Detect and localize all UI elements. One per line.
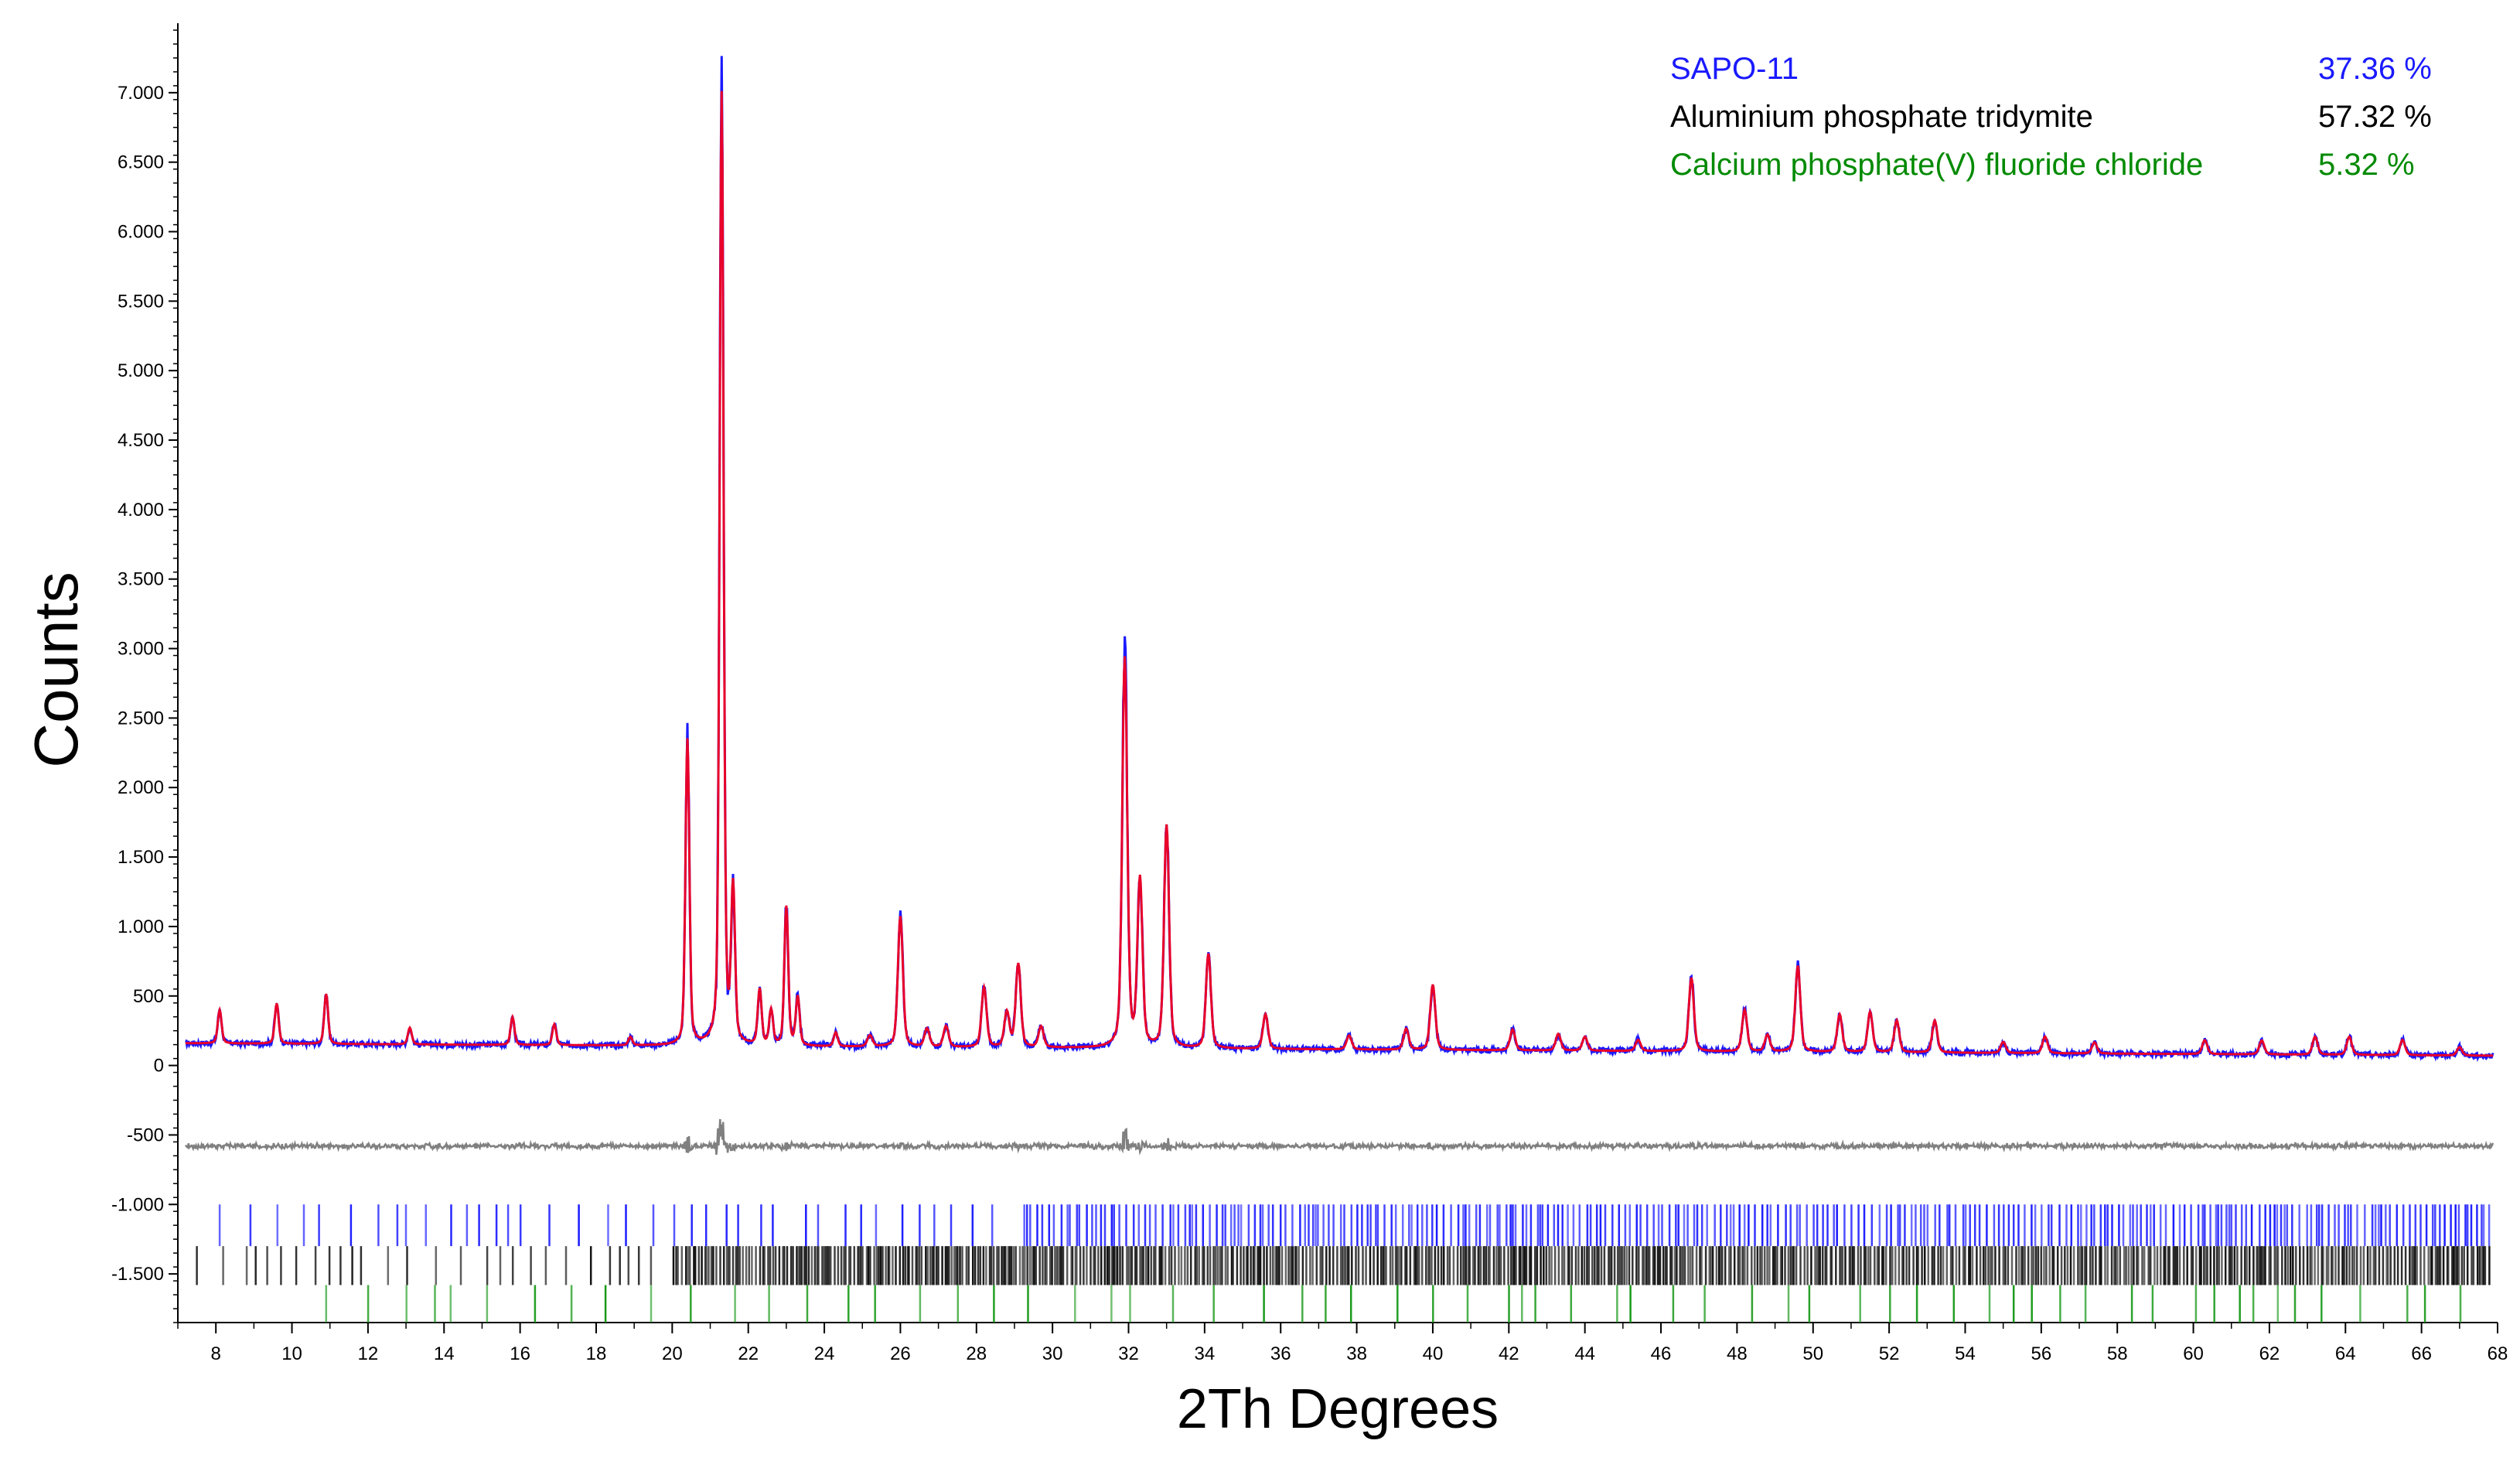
x-tick-label: 50 [1802, 1343, 1823, 1364]
calculated-series-line [185, 90, 2494, 1057]
reflection-markers-sapo-11 [218, 1204, 2491, 1247]
y-tick-label: 500 [133, 986, 164, 1007]
legend-entry-name: Aluminium phosphate tridymite [1670, 100, 2093, 134]
legend-entry-value: 37.36 % [2318, 52, 2432, 86]
y-tick-label: -500 [127, 1125, 164, 1145]
x-tick-label: 28 [966, 1343, 987, 1364]
axes: 7.000 6.500 6.000 5.500 5.000 4.500 4.000 3.500… [111, 23, 2508, 1364]
x-tick-label: 18 [586, 1343, 607, 1364]
y-tick-label: -1.500 [111, 1264, 164, 1285]
x-tick-label: 68 [2488, 1343, 2508, 1364]
difference-series-line [184, 1118, 2494, 1155]
x-tick-label: 54 [1955, 1343, 1976, 1364]
y-axis-title: Counts [22, 572, 90, 767]
x-tick-label: 22 [738, 1343, 759, 1364]
y-tick-label: 1.000 [118, 917, 164, 937]
y-tick-label: 1.500 [118, 847, 164, 868]
y-tick-label: 5.000 [118, 360, 164, 381]
x-tick-label: 10 [281, 1343, 302, 1364]
legend-entry-name: SAPO-11 [1670, 52, 1799, 86]
observed-series-line [185, 56, 2494, 1063]
legend-entry-name: Calcium phosphate(V) fluoride chloride [1670, 148, 2203, 182]
x-tick-label: 46 [1651, 1343, 1672, 1364]
x-tick-label: 66 [2411, 1343, 2432, 1364]
legend: SAPO-11 37.36 % Aluminium phosphate tridym… [1670, 52, 2432, 182]
x-tick-label: 16 [510, 1343, 530, 1364]
x-tick-label: 34 [1195, 1343, 1216, 1364]
x-tick-label: 30 [1042, 1343, 1063, 1364]
y-tick-label: 7.000 [118, 83, 164, 104]
pattern-curves [184, 56, 2494, 1155]
x-tick-label: 40 [1423, 1343, 1444, 1364]
y-tick-label: 6.000 [118, 222, 164, 243]
y-tick-label: 4.000 [118, 500, 164, 521]
x-tick-label: 62 [2259, 1343, 2280, 1364]
reflection-markers-calcium-phosphate [325, 1285, 2462, 1323]
x-tick-label: 64 [2335, 1343, 2356, 1364]
legend-entry-value: 57.32 % [2318, 100, 2432, 134]
y-tick-label: 3.500 [118, 569, 164, 590]
x-tick-label: 26 [890, 1343, 911, 1364]
x-tick-label: 60 [2183, 1343, 2204, 1364]
y-tick-label: -1.000 [111, 1194, 164, 1215]
x-tick-label: 56 [2031, 1343, 2051, 1364]
y-tick-label: 0 [154, 1056, 164, 1077]
x-tick-label: 48 [1727, 1343, 1748, 1364]
x-tick-label: 8 [211, 1343, 221, 1364]
y-tick-label: 4.500 [118, 430, 164, 451]
y-axis-title-group: Counts [22, 572, 90, 767]
x-tick-label: 32 [1118, 1343, 1139, 1364]
x-tick-label: 12 [358, 1343, 379, 1364]
y-tick-label: 6.500 [118, 152, 164, 173]
x-axis-title: 2Th Degrees [1177, 1378, 1499, 1440]
y-tick-label: 3.000 [118, 639, 164, 660]
reflection-markers-tridymite [196, 1246, 2491, 1285]
x-tick-label: 38 [1346, 1343, 1367, 1364]
legend-entry-value: 5.32 % [2318, 148, 2415, 182]
x-tick-label: 14 [434, 1343, 455, 1364]
reflection-markers [196, 1204, 2491, 1323]
x-tick-label: 24 [814, 1343, 835, 1364]
x-tick-label: 20 [662, 1343, 683, 1364]
x-tick-label: 58 [2107, 1343, 2128, 1364]
x-tick-label: 52 [1879, 1343, 1900, 1364]
y-tick-label: 5.500 [118, 291, 164, 312]
x-tick-label: 42 [1499, 1343, 1519, 1364]
x-tick-label: 44 [1574, 1343, 1595, 1364]
y-tick-label: 2.000 [118, 777, 164, 798]
y-tick-label: 2.500 [118, 708, 164, 729]
x-tick-label: 36 [1270, 1343, 1291, 1364]
